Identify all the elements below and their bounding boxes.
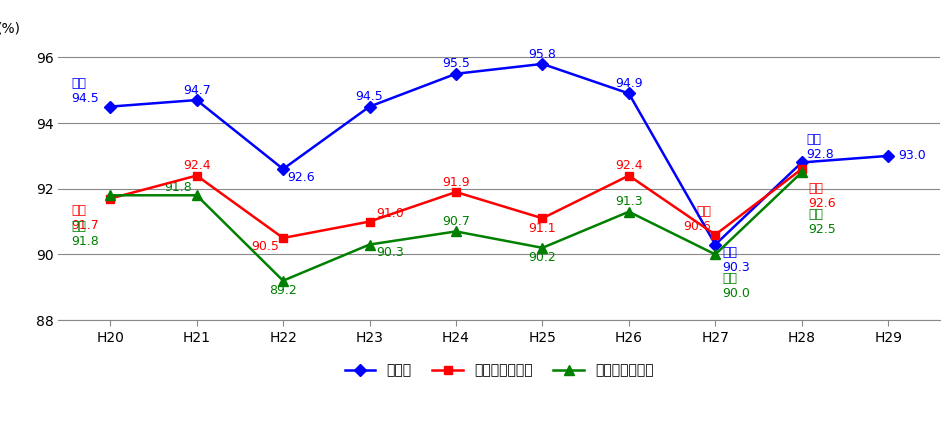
Text: 全国
90.0: 全国 90.0 xyxy=(723,272,750,301)
Text: 八街
92.8: 八街 92.8 xyxy=(806,133,833,161)
Text: 90.2: 90.2 xyxy=(528,251,556,264)
Text: 県内
91.7: 県内 91.7 xyxy=(71,204,99,231)
Text: 94.9: 94.9 xyxy=(615,77,643,90)
Text: 90.5: 90.5 xyxy=(251,240,278,253)
Text: 93.0: 93.0 xyxy=(899,149,926,162)
Text: 94.5: 94.5 xyxy=(356,90,384,103)
Legend: 八街市, 県内市町村平均, 全国市町村平均: 八街市, 県内市町村平均, 全国市町村平均 xyxy=(339,358,659,383)
Text: 95.5: 95.5 xyxy=(442,58,470,70)
Text: 91.3: 91.3 xyxy=(615,195,643,209)
Text: 90.3: 90.3 xyxy=(377,246,404,259)
Text: 94.7: 94.7 xyxy=(183,84,210,97)
Text: 八街
90.3: 八街 90.3 xyxy=(723,246,750,274)
Text: 89.2: 89.2 xyxy=(269,284,297,297)
Text: 91.9: 91.9 xyxy=(442,176,470,189)
Text: 全国
91.8: 全国 91.8 xyxy=(71,220,99,248)
Text: 95.8: 95.8 xyxy=(528,48,556,61)
Text: 県内
90.6: 県内 90.6 xyxy=(683,205,711,233)
Text: 91.1: 91.1 xyxy=(528,222,556,235)
Text: 91.0: 91.0 xyxy=(377,207,404,220)
Text: 92.4: 92.4 xyxy=(183,159,210,172)
Text: 全国
92.5: 全国 92.5 xyxy=(809,209,836,236)
Text: 91.8: 91.8 xyxy=(165,181,192,194)
Text: 90.7: 90.7 xyxy=(442,215,470,228)
Text: 県内
92.6: 県内 92.6 xyxy=(809,182,836,210)
Text: 八街
94.5: 八街 94.5 xyxy=(71,77,99,105)
Text: 92.6: 92.6 xyxy=(287,171,315,183)
Text: 92.4: 92.4 xyxy=(615,159,643,172)
Text: (%): (%) xyxy=(0,21,21,35)
